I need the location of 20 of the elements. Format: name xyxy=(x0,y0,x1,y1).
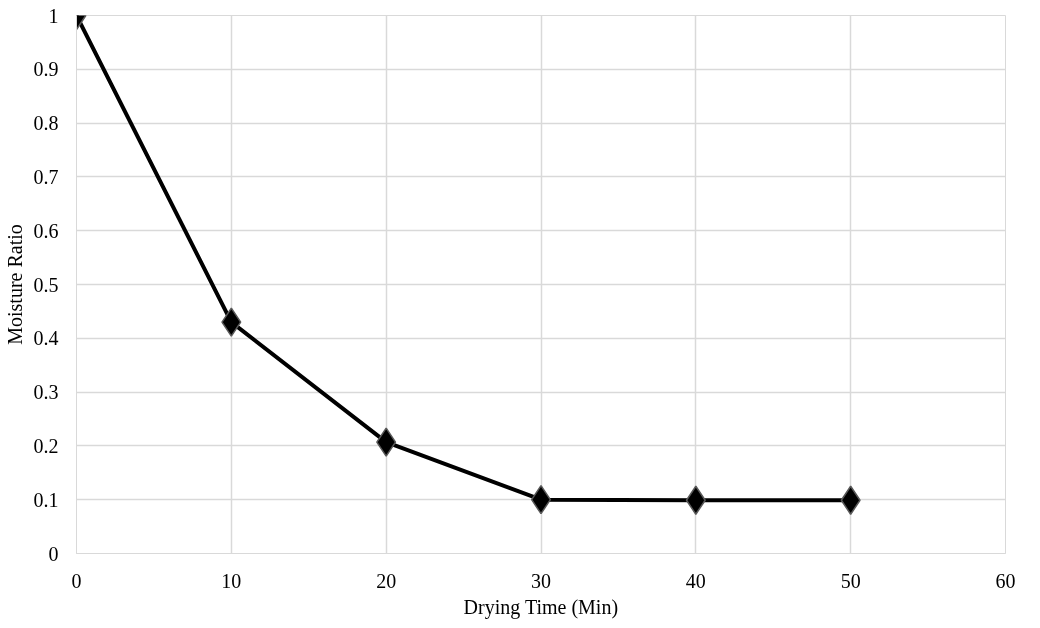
x-tick-label: 40 xyxy=(685,569,706,592)
y-tick-label: 0.8 xyxy=(33,112,59,135)
x-tick-label: 30 xyxy=(531,569,551,592)
x-tick-label: 60 xyxy=(995,569,1016,592)
y-tick-label: 0.6 xyxy=(33,219,59,242)
x-tick-label: 10 xyxy=(221,569,242,592)
x-tick-label: 0 xyxy=(71,569,82,592)
y-tick-label: 0.4 xyxy=(33,327,59,350)
y-axis-title: Moisture Ratio xyxy=(3,224,26,345)
y-tick-label: 0.5 xyxy=(33,273,59,296)
y-tick-label: 1 xyxy=(48,4,59,27)
y-tick-label: 0.1 xyxy=(33,488,59,511)
y-tick-label: 0.3 xyxy=(33,381,59,404)
y-tick-label: 0.7 xyxy=(33,165,59,188)
x-tick-label: 50 xyxy=(840,569,861,592)
y-tick-label: 0.2 xyxy=(33,434,59,457)
x-axis-title: Drying Time (Min) xyxy=(463,595,619,619)
y-tick-label: 0.9 xyxy=(33,58,59,81)
y-tick-label: 0 xyxy=(48,542,59,565)
x-tick-label: 20 xyxy=(376,569,397,592)
